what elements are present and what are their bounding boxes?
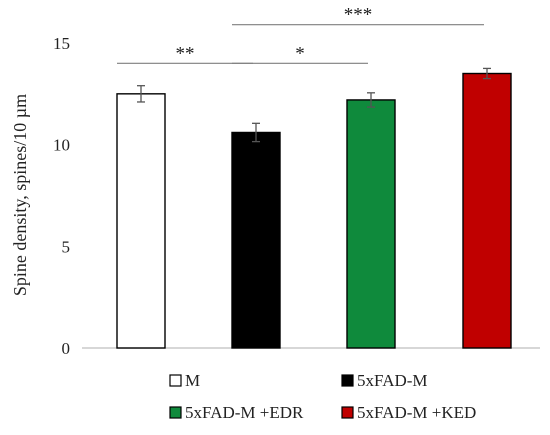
y-tick-label: 15: [53, 34, 70, 53]
significance-label: **: [176, 43, 195, 64]
y-tick-label: 10: [53, 136, 70, 155]
bar-4: [462, 72, 512, 349]
significance-bracket-3: ***: [232, 5, 484, 26]
significance-label: *: [295, 43, 305, 64]
significance-bracket-1: **: [117, 43, 253, 64]
legend-swatch: [169, 374, 182, 387]
legend-label: 5xFAD-M +EDR: [185, 403, 304, 422]
y-tick-label: 0: [62, 339, 71, 358]
legend-label: M: [185, 371, 200, 390]
error-bar-3: [367, 92, 375, 108]
y-tick-label: 5: [62, 237, 71, 256]
bar-3: [346, 99, 396, 349]
bar-2: [231, 131, 281, 349]
significance-bracket-2: *: [232, 43, 368, 64]
legend-swatch: [341, 406, 354, 419]
legend-item-4: 5xFAD-M +KED: [341, 403, 476, 422]
y-axis-label: Spine density, spines/10 µm: [10, 94, 30, 296]
error-bar-2: [252, 122, 260, 143]
bars: [116, 72, 512, 349]
error-bars: [137, 67, 491, 143]
legend: M 5xFAD-M 5xFAD-M +EDR 5xFAD-M +KED: [169, 371, 476, 422]
legend-label: 5xFAD-M: [357, 371, 428, 390]
legend-item-1: M: [169, 371, 200, 390]
bar-1: [116, 93, 166, 349]
legend-item-3: 5xFAD-M +EDR: [169, 403, 304, 422]
significance-label: ***: [344, 5, 373, 26]
y-axis: 0 5 10 15: [53, 34, 70, 358]
legend-swatch: [341, 374, 354, 387]
legend-label: 5xFAD-M +KED: [357, 403, 476, 422]
legend-item-2: 5xFAD-M: [341, 371, 428, 390]
legend-swatch: [169, 406, 182, 419]
error-bar-4: [483, 67, 491, 80]
error-bar-1: [137, 85, 145, 103]
significance-brackets: ** ****: [117, 5, 484, 64]
